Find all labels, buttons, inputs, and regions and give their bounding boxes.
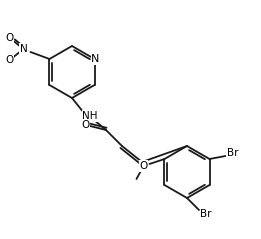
Text: Br: Br [227, 148, 238, 158]
Text: N: N [91, 54, 100, 64]
Text: O: O [81, 120, 89, 130]
Text: O: O [5, 55, 14, 65]
Text: Br: Br [200, 209, 212, 219]
Text: O: O [139, 161, 148, 171]
Text: N: N [20, 44, 27, 54]
Text: NH: NH [82, 111, 98, 121]
Text: O: O [5, 33, 14, 43]
